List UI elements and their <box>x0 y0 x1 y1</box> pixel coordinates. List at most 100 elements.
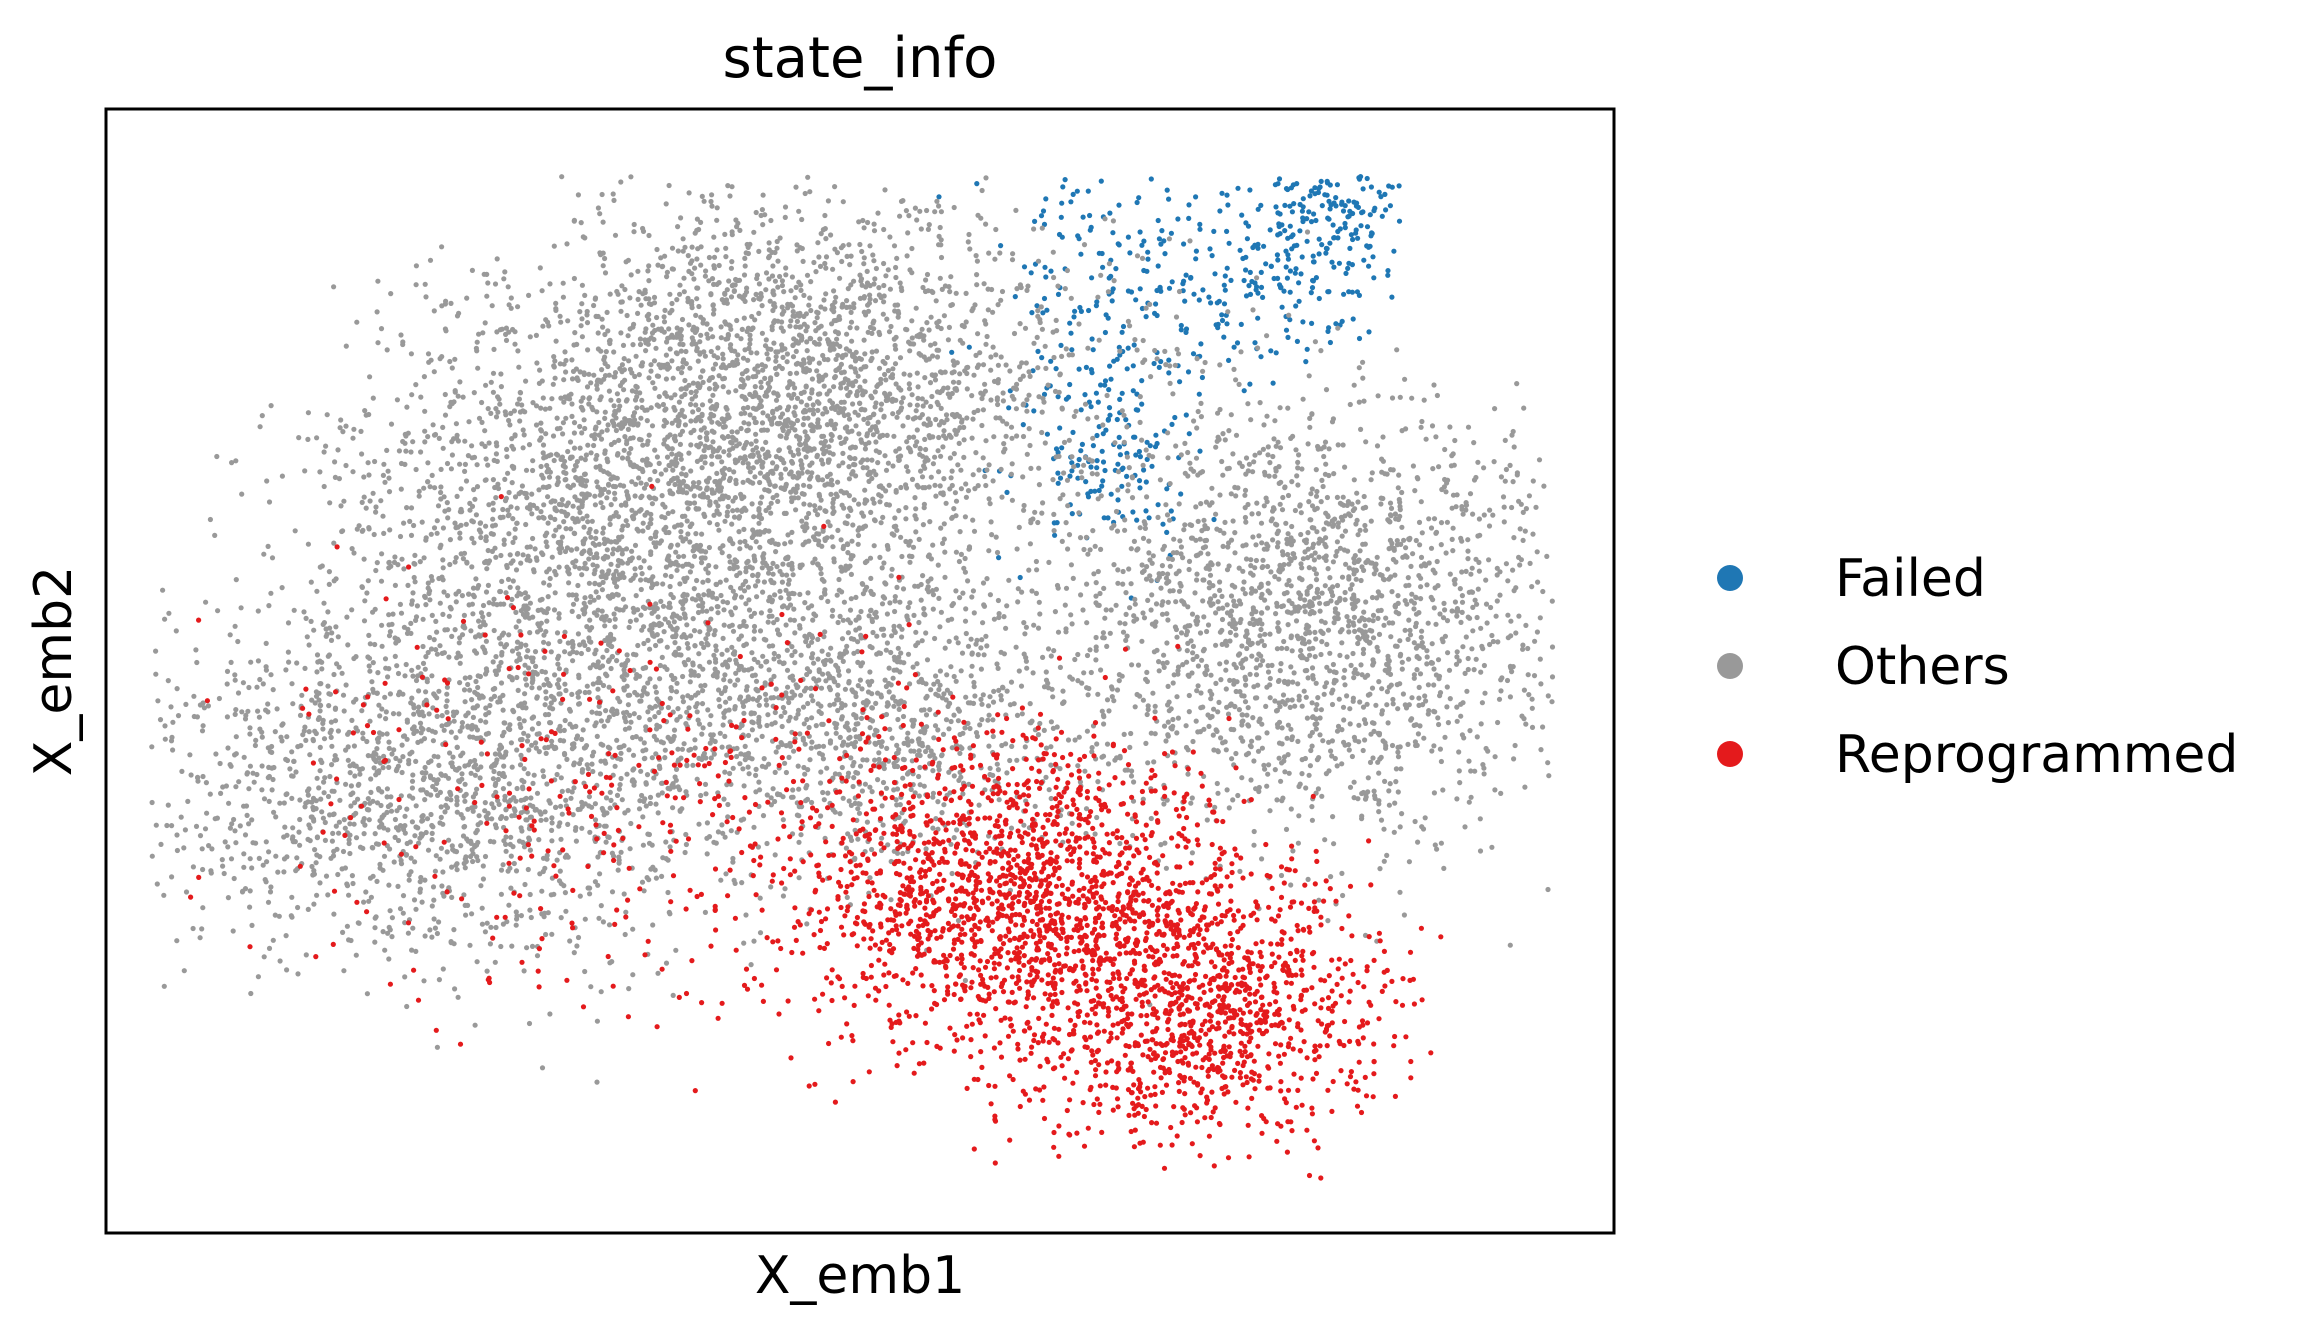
point-others <box>594 733 600 740</box>
point-others <box>667 562 673 568</box>
point-others <box>591 442 597 449</box>
point-others <box>440 869 446 875</box>
point-failed <box>1182 298 1188 304</box>
point-others <box>591 302 597 309</box>
point-others <box>564 241 570 247</box>
point-others <box>444 684 450 690</box>
point-others <box>317 768 323 774</box>
point-others <box>512 433 518 439</box>
point-failed <box>1300 319 1306 325</box>
point-others <box>393 768 399 774</box>
point-others <box>342 825 348 831</box>
point-failed <box>1125 345 1131 351</box>
point-others <box>352 773 358 779</box>
point-others <box>699 402 706 408</box>
point-others <box>742 538 748 545</box>
point-others <box>207 516 213 523</box>
point-others <box>447 561 453 568</box>
point-others <box>539 596 545 602</box>
point-failed <box>1147 443 1153 449</box>
point-others <box>255 708 261 714</box>
point-others <box>951 451 957 457</box>
point-others <box>763 697 769 703</box>
point-failed <box>1323 250 1329 256</box>
point-others <box>446 507 452 513</box>
point-failed <box>1304 216 1310 222</box>
point-failed <box>1247 291 1254 297</box>
point-others <box>559 811 565 817</box>
point-others <box>949 390 955 397</box>
point-others <box>332 706 338 712</box>
point-others <box>469 267 475 273</box>
point-others <box>766 528 772 534</box>
point-failed <box>936 194 942 200</box>
point-others <box>279 473 285 479</box>
point-others <box>867 555 874 561</box>
point-others <box>586 635 592 641</box>
point-others <box>758 663 764 669</box>
point-others <box>331 848 337 855</box>
point-others <box>459 724 465 730</box>
point-others <box>622 663 628 669</box>
point-others <box>551 745 558 752</box>
point-others <box>545 494 551 500</box>
point-others <box>519 736 525 743</box>
point-others <box>554 415 560 421</box>
point-others <box>662 407 668 413</box>
point-others <box>472 496 478 502</box>
point-others <box>650 632 656 639</box>
point-others <box>1016 524 1022 531</box>
point-others <box>614 737 620 743</box>
point-failed <box>1063 396 1069 402</box>
point-others <box>525 648 531 654</box>
point-others <box>642 796 648 802</box>
point-others <box>437 643 443 649</box>
point-others <box>556 564 562 570</box>
point-failed <box>1043 274 1049 280</box>
point-others <box>311 901 317 907</box>
point-others <box>543 689 549 695</box>
point-others <box>452 356 458 362</box>
point-others <box>573 474 579 481</box>
point-others <box>291 607 297 613</box>
point-others <box>381 461 387 467</box>
point-others <box>603 671 609 677</box>
point-others <box>242 832 249 838</box>
point-others <box>790 421 797 427</box>
point-failed <box>1109 298 1115 304</box>
point-others <box>706 544 713 551</box>
point-failed <box>1330 222 1336 228</box>
point-others <box>795 707 802 713</box>
point-others <box>586 580 593 586</box>
point-others <box>544 569 550 575</box>
point-others <box>597 492 603 498</box>
point-others <box>1122 517 1128 523</box>
point-others <box>348 791 354 798</box>
point-others <box>434 629 440 635</box>
point-others <box>689 596 696 602</box>
point-others <box>727 536 733 542</box>
point-others <box>534 790 541 796</box>
point-others <box>340 929 346 936</box>
point-others <box>478 735 484 741</box>
point-others <box>665 510 671 516</box>
point-others <box>649 610 655 616</box>
point-others <box>680 593 686 599</box>
point-others <box>277 958 283 964</box>
point-others <box>530 614 536 620</box>
point-others <box>436 919 442 925</box>
point-others <box>454 435 460 441</box>
point-failed <box>1031 408 1037 414</box>
point-others <box>489 303 495 309</box>
point-failed <box>1299 208 1305 214</box>
point-failed <box>1117 452 1123 458</box>
point-others <box>500 862 506 868</box>
point-others <box>459 593 465 599</box>
point-others <box>541 580 547 586</box>
point-others <box>651 336 657 343</box>
point-others <box>583 452 590 458</box>
point-others <box>659 654 665 661</box>
point-others <box>517 762 524 768</box>
point-others <box>662 747 668 753</box>
point-others <box>904 253 910 259</box>
